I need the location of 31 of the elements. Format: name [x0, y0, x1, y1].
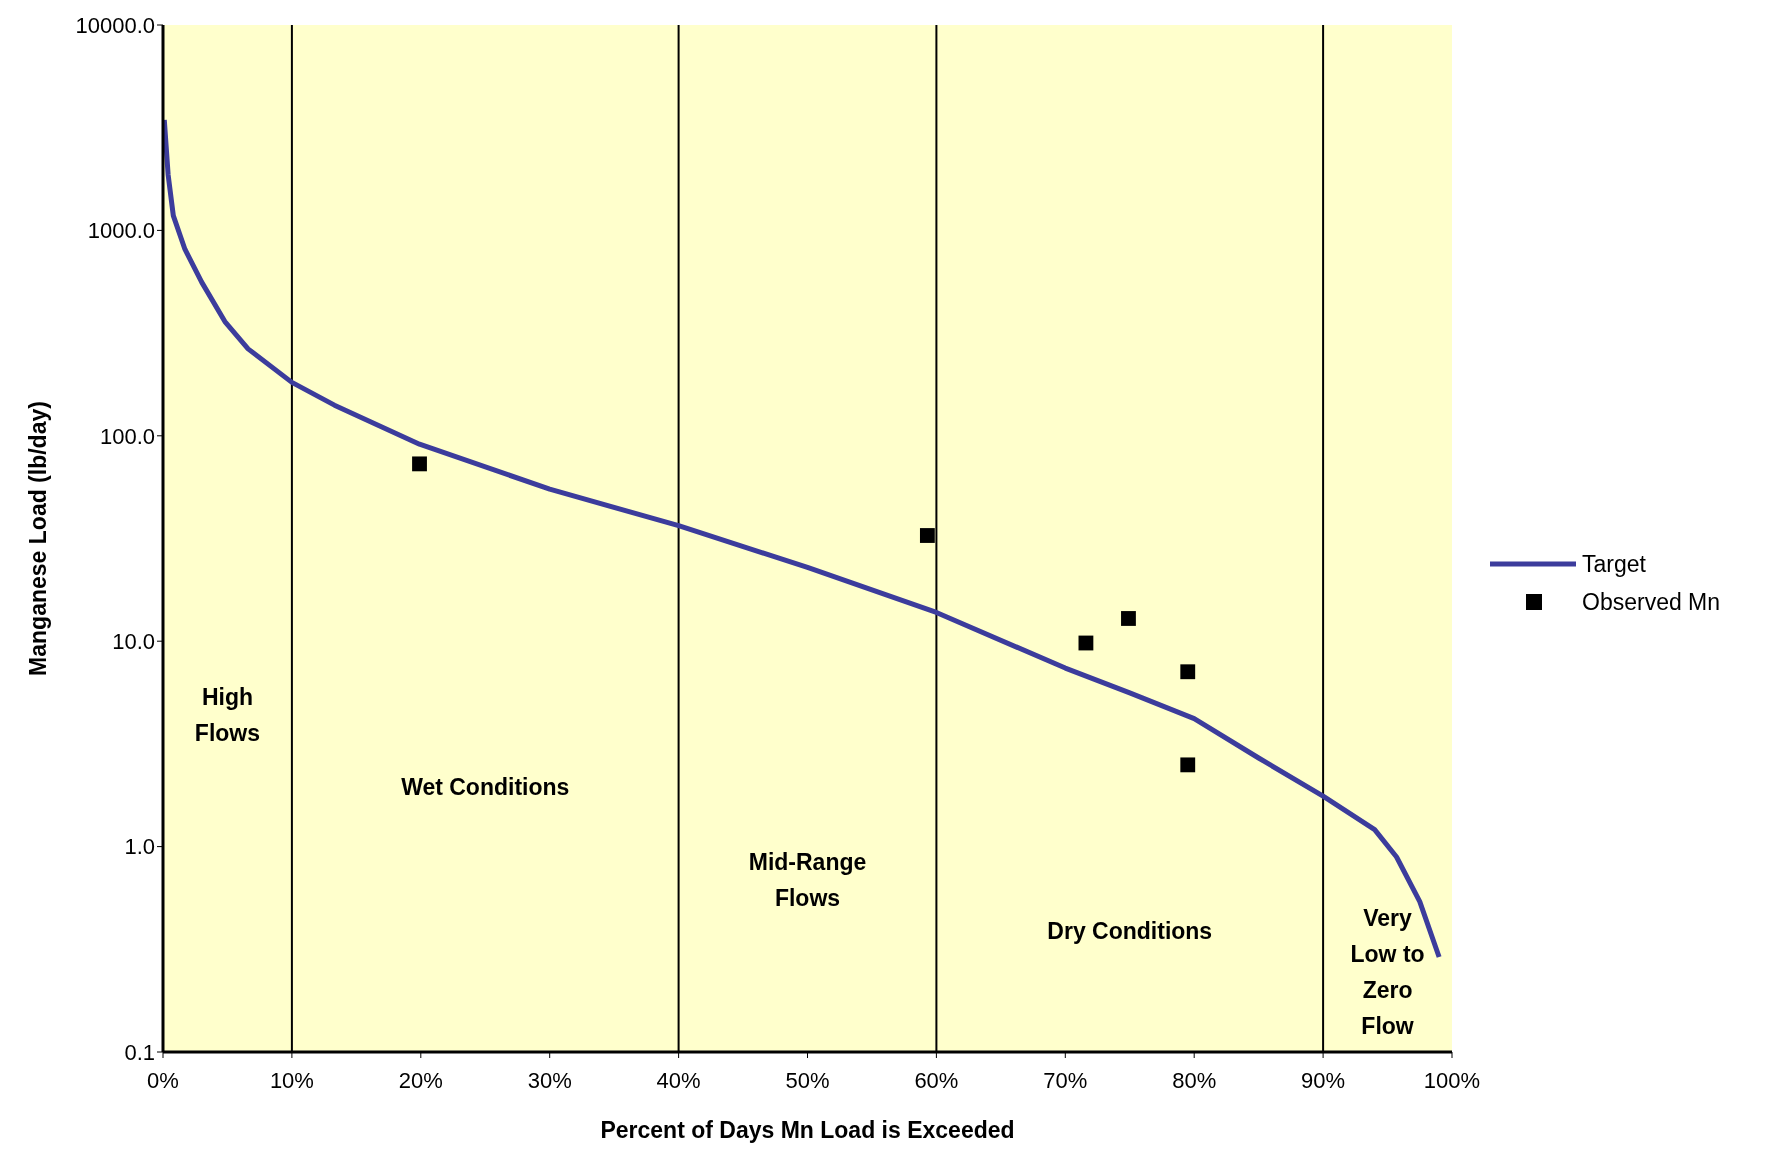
- x-tick-label: 40%: [656, 1067, 701, 1093]
- x-tick-label: 70%: [1043, 1067, 1088, 1093]
- y-tick-label: 10000.0: [75, 12, 155, 38]
- x-tick-label: 20%: [398, 1067, 443, 1093]
- y-tick-label: 1.0: [124, 834, 155, 860]
- x-tick-label: 50%: [785, 1067, 830, 1093]
- band-label: Dry Conditions: [1047, 918, 1213, 945]
- x-tick-label: 30%: [527, 1067, 572, 1093]
- band-label: Very Low to Zero Flow: [1350, 905, 1425, 1040]
- y-tick-label: 0.1: [124, 1039, 155, 1065]
- legend-label: Observed Mn: [1582, 588, 1721, 616]
- x-tick-label: 90%: [1301, 1067, 1346, 1093]
- x-tick-label: 80%: [1172, 1067, 1217, 1093]
- point: [1121, 611, 1136, 626]
- point: [412, 456, 427, 472]
- x-tick-label: 0%: [147, 1067, 179, 1093]
- point: [919, 528, 935, 543]
- legend-label: Target: [1582, 550, 1646, 578]
- y-tick-label: 10.0: [112, 629, 155, 655]
- x-tick-label: 60%: [914, 1067, 959, 1093]
- y-tick-label: 1000.0: [87, 218, 155, 244]
- band-label: High Flows: [194, 684, 261, 747]
- y-axis-title: Manganese Load (lb/day): [25, 401, 52, 676]
- x-tick-label: 10%: [269, 1067, 314, 1093]
- x-axis-title: Percent of Days Mn Load is Exceeded: [600, 1117, 1015, 1143]
- band-label: Wet Conditions: [401, 774, 570, 801]
- x-tick-label: 100%: [1423, 1067, 1481, 1093]
- point: [1180, 664, 1196, 680]
- point: [1180, 757, 1196, 773]
- y-tick-label: 100.0: [99, 423, 155, 449]
- band-label: Mid-Range Flows: [748, 848, 867, 911]
